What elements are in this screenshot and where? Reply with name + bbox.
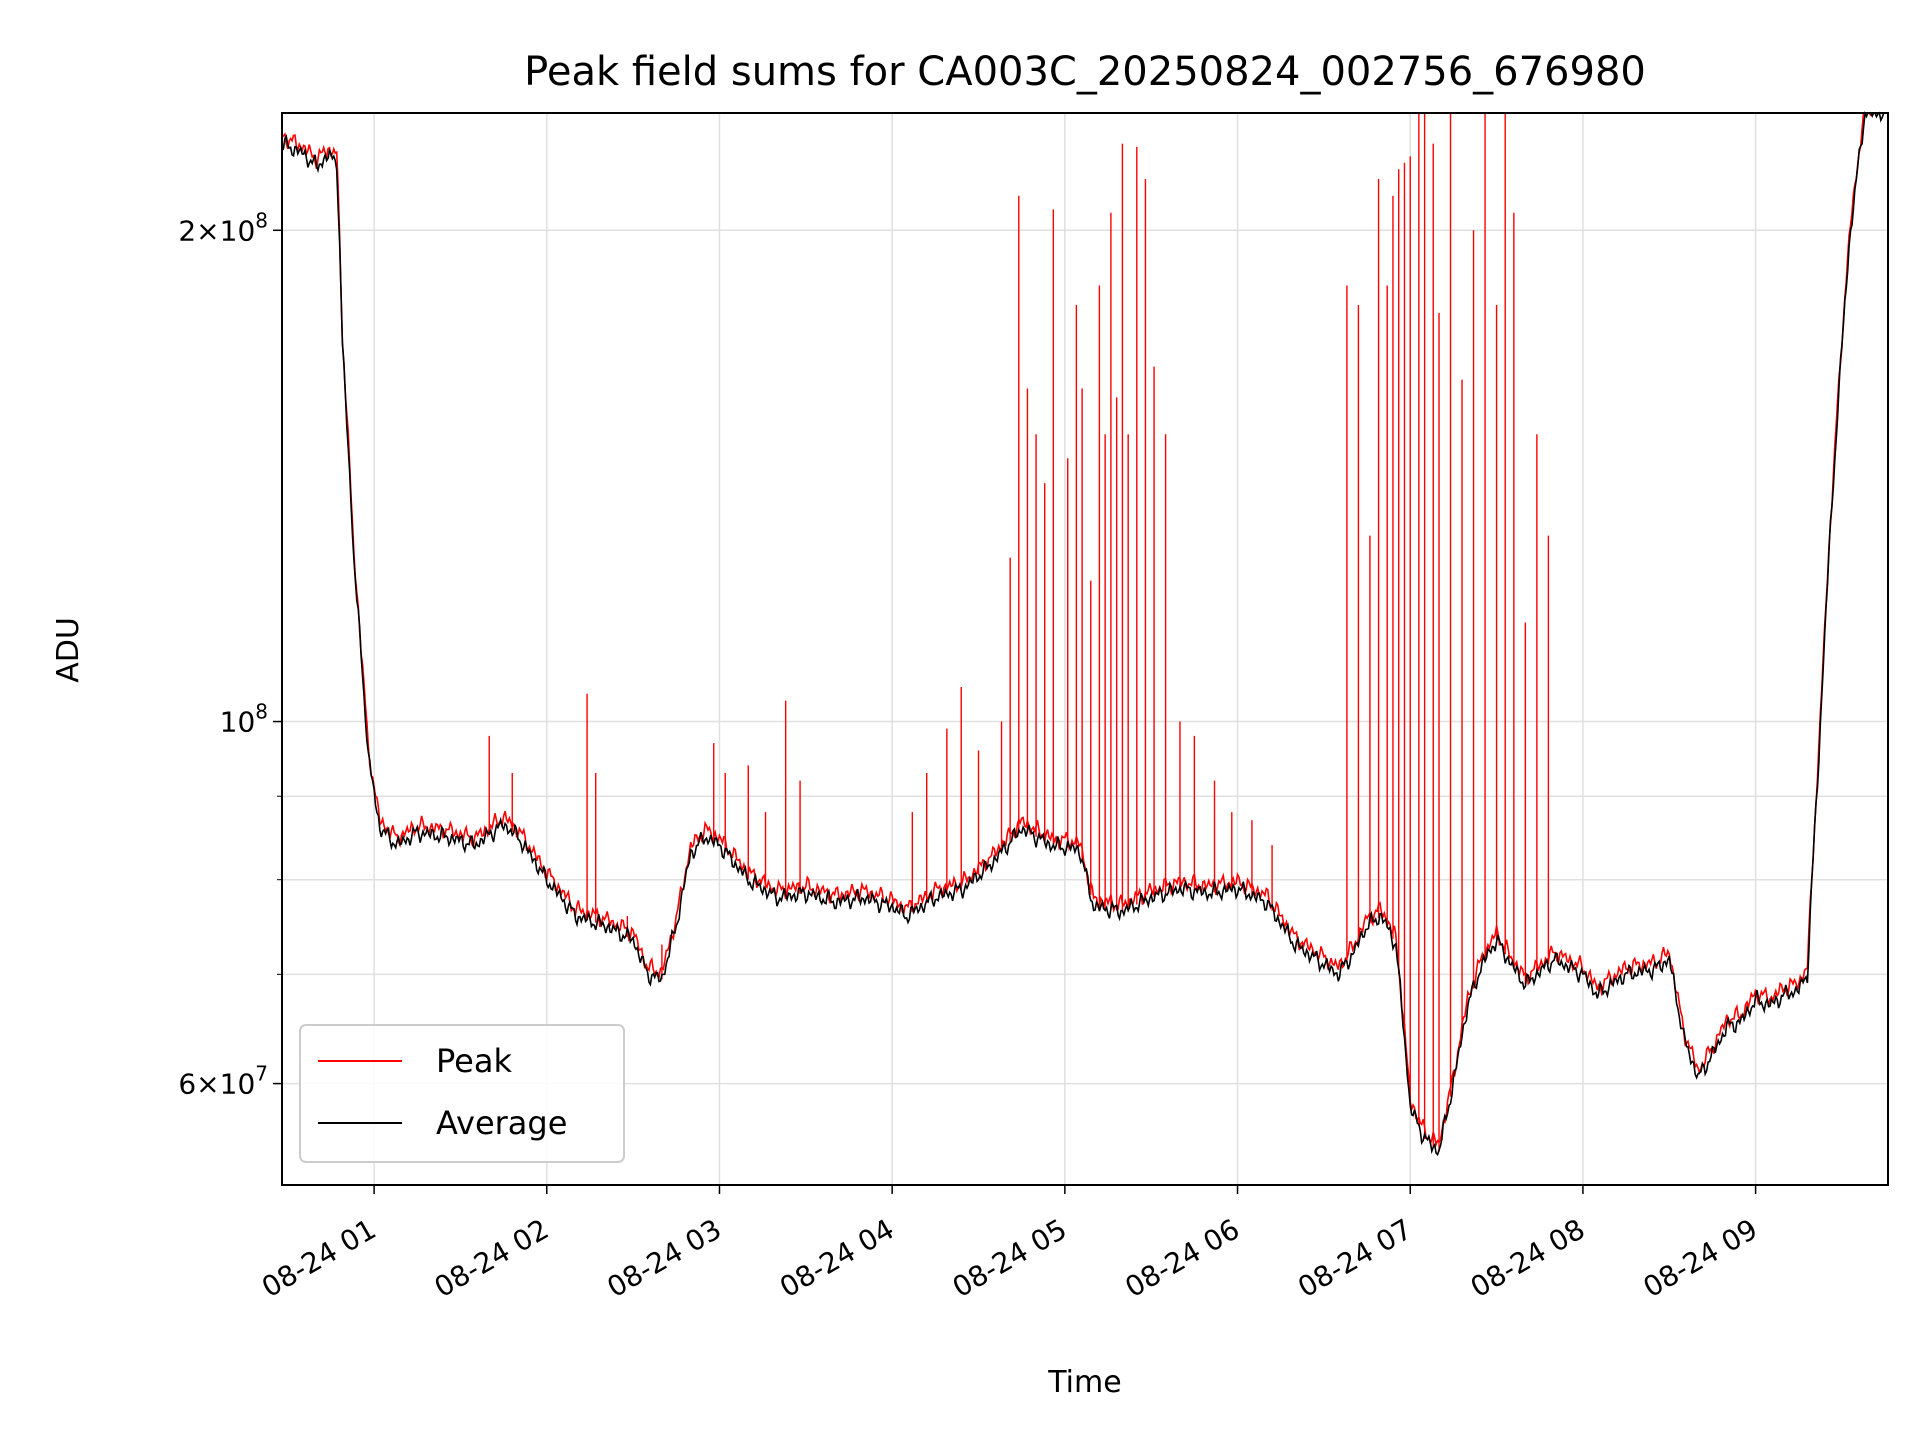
legend-peak-label: Peak [436,1042,512,1080]
x-axis-label: Time [1047,1365,1121,1400]
plot-frame [281,112,1889,1186]
y-ticks: 2×108 108 6×107 [178,208,282,1101]
chart-title: Peak field sums for CA003C_20250824_0027… [524,49,1646,95]
legend-average-label: Average [436,1104,567,1142]
legend: Peak Average [299,1024,625,1163]
y-tick-label: 2×108 [178,208,268,247]
peak-line [281,112,1888,1148]
peak-series [281,112,1888,1152]
grid [282,113,1888,1185]
y-tick-label: 108 [220,700,268,739]
y-axis-label: ADU [51,617,86,683]
legend-box [299,1024,625,1163]
average-line [281,110,1888,1156]
y-tick-label: 6×107 [178,1062,268,1101]
average-series [281,110,1888,1156]
